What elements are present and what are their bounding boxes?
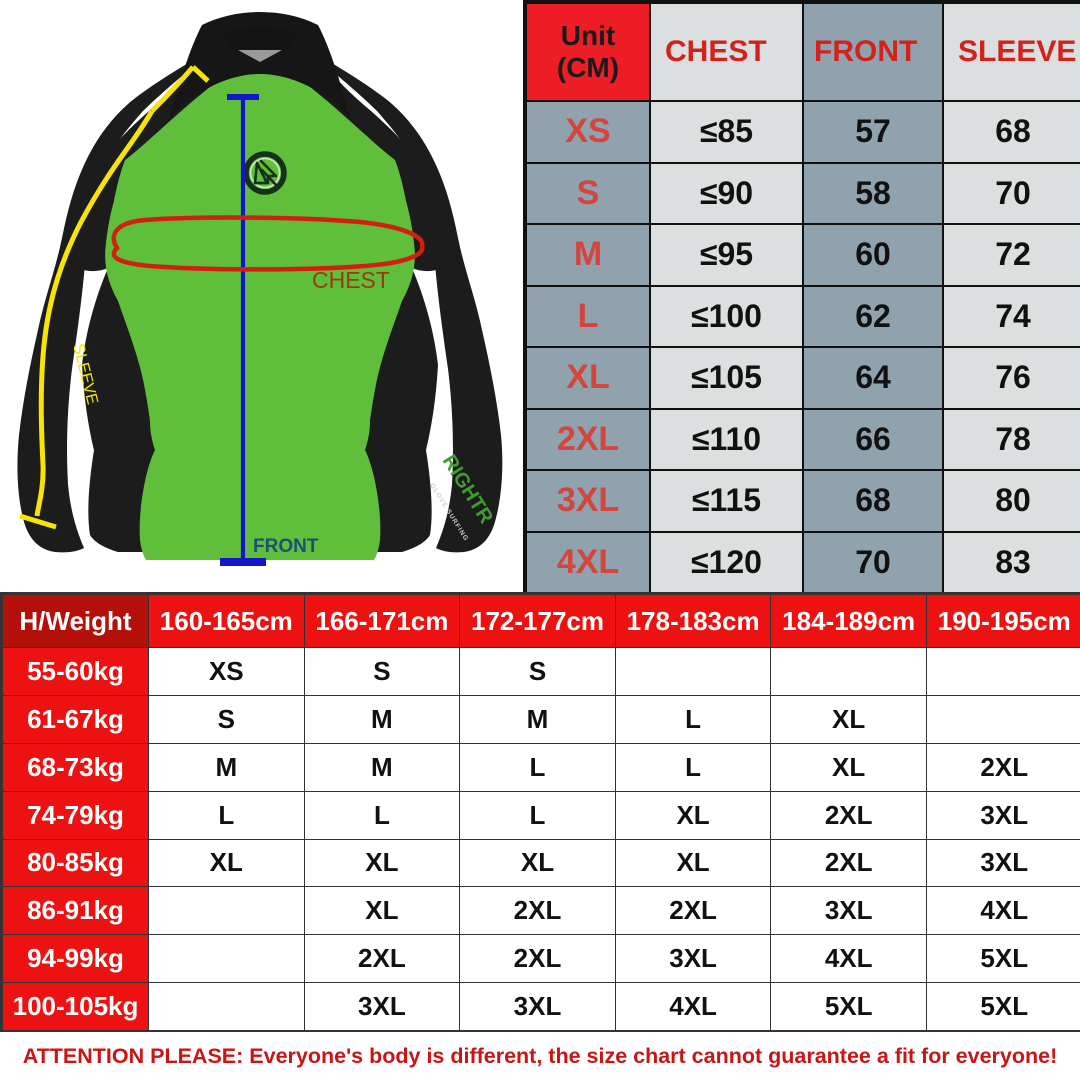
svg-text:FRONT: FRONT (253, 536, 319, 557)
svg-text:CHEST: CHEST (312, 267, 390, 293)
